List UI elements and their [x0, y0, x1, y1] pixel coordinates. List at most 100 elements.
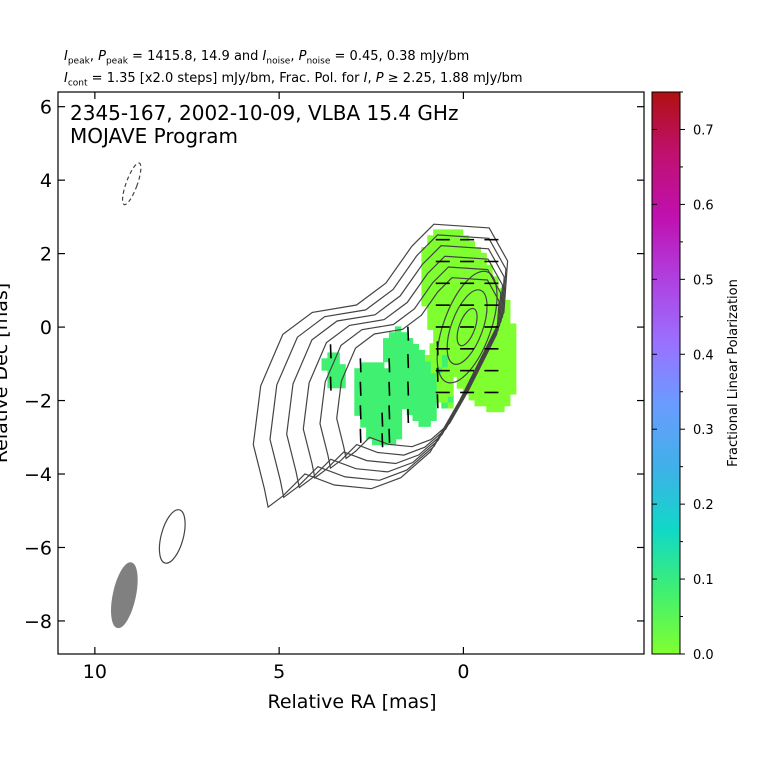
polarization-pixel — [444, 317, 452, 325]
polarization-pixel — [474, 258, 481, 266]
polarization-pixel — [503, 311, 511, 319]
polarization-pixel — [433, 311, 440, 319]
polarization-pixel — [468, 311, 476, 319]
polarization-pixel — [394, 385, 402, 392]
polarization-pixel — [372, 391, 379, 399]
polarization-pixel — [503, 299, 511, 307]
polarization-pixel — [366, 374, 373, 381]
polarization-pixel — [360, 385, 367, 393]
polarization-pixel — [333, 364, 340, 371]
polarization-pixel — [412, 390, 420, 398]
contour-level — [446, 289, 488, 365]
polarization-pixel — [383, 425, 390, 432]
polarization-pixel — [456, 288, 464, 295]
polarization-pixel — [424, 379, 431, 386]
polarization-pixel — [456, 247, 464, 254]
polarization-pixel — [486, 393, 493, 401]
polarization-pixel — [377, 362, 385, 369]
polarization-pixel — [486, 358, 493, 366]
polarization-pixel — [444, 247, 452, 254]
polarization-pixel — [447, 384, 454, 391]
polarization-pixel — [412, 355, 420, 363]
polarization-pixel — [424, 361, 431, 369]
polarization-pixel — [503, 399, 511, 407]
polarization-pixel — [439, 276, 446, 283]
polarization-pixel — [503, 335, 511, 342]
polarization-pixel — [360, 421, 367, 428]
polarization-pixel — [339, 364, 346, 371]
polarization-pixel — [480, 399, 487, 407]
polarization-pixel — [372, 426, 379, 434]
polarization-pixel — [503, 370, 511, 377]
polarization-pixel — [383, 431, 390, 438]
polarization-pixel — [480, 346, 487, 354]
polarization-pixel — [492, 305, 499, 313]
polarization-pixel — [400, 379, 408, 386]
polarization-pixel — [433, 241, 440, 248]
polarization-pixel — [430, 379, 437, 386]
polarization-pixel — [439, 299, 446, 307]
polarization-pixel — [456, 329, 464, 336]
polarization-pixel — [427, 323, 434, 330]
polarization-pixel — [430, 414, 437, 421]
polarization-pixel — [400, 390, 408, 398]
x-tick-label: 10 — [83, 661, 107, 683]
polarization-pixel — [450, 235, 458, 242]
polarization-pixel — [439, 264, 446, 272]
polarization-pixel — [427, 241, 434, 248]
polarization-pixel — [474, 299, 481, 307]
polarization-pixel — [462, 282, 470, 289]
polarization-pixel — [492, 317, 499, 325]
polarization-pixel — [480, 317, 487, 325]
polarization-pixel — [424, 414, 431, 421]
polarization-pixel — [433, 264, 440, 272]
polarization-pixel — [447, 372, 454, 380]
plot-frame — [57, 91, 645, 655]
polarization-pixel — [462, 270, 470, 277]
polarization-pixel — [427, 247, 434, 254]
contour-level — [302, 255, 504, 479]
polarization-pixel — [441, 402, 448, 409]
polarization-pixel — [486, 294, 493, 301]
polarization-pixel — [406, 367, 414, 374]
polarization-pixel — [486, 335, 493, 342]
polarization-pixel — [456, 294, 464, 301]
polarization-pixel — [394, 349, 402, 357]
polarization-pixel — [394, 338, 402, 345]
polarization-pixel — [424, 420, 431, 427]
polarization-pixel — [492, 276, 499, 283]
polarization-pixel — [321, 358, 329, 365]
polarization-pixel — [492, 352, 499, 360]
polarization-pixel — [444, 305, 452, 313]
polarization-pixel — [486, 299, 493, 307]
polarization-pixel — [480, 341, 487, 348]
polarization-pixel — [444, 276, 452, 283]
polarization-pixel — [418, 396, 425, 404]
polarization-pixel — [406, 408, 414, 416]
polarization-pixel — [498, 335, 505, 342]
polarization-pixel — [372, 362, 379, 369]
polarization-pixel — [366, 403, 373, 410]
polarization-pixel — [439, 288, 446, 295]
polarization-pixel — [462, 370, 470, 377]
polarization-pixel — [486, 282, 493, 289]
polarization-pixel — [444, 329, 452, 336]
polarization-pixel — [406, 373, 414, 380]
polarization-pixel — [429, 366, 436, 374]
polarization-pixel — [456, 299, 464, 307]
polarization-pixel — [439, 341, 446, 348]
polarization-pixel — [366, 379, 373, 387]
polarization-pixel — [509, 329, 517, 336]
polarization-pixel — [456, 346, 464, 354]
polarization-pixel — [372, 432, 379, 440]
polarization-pixel — [427, 235, 434, 242]
polarization-pixel — [388, 361, 396, 369]
polarization-pixel — [468, 264, 476, 272]
polarization-pixel — [400, 338, 408, 345]
beam-ellipse — [111, 562, 138, 629]
polarization-pixel — [509, 382, 517, 389]
polarization-pixel — [447, 396, 454, 403]
polarization-pixel — [383, 355, 390, 363]
polarization-pixel — [406, 402, 414, 410]
polarization-pixel — [462, 382, 470, 389]
